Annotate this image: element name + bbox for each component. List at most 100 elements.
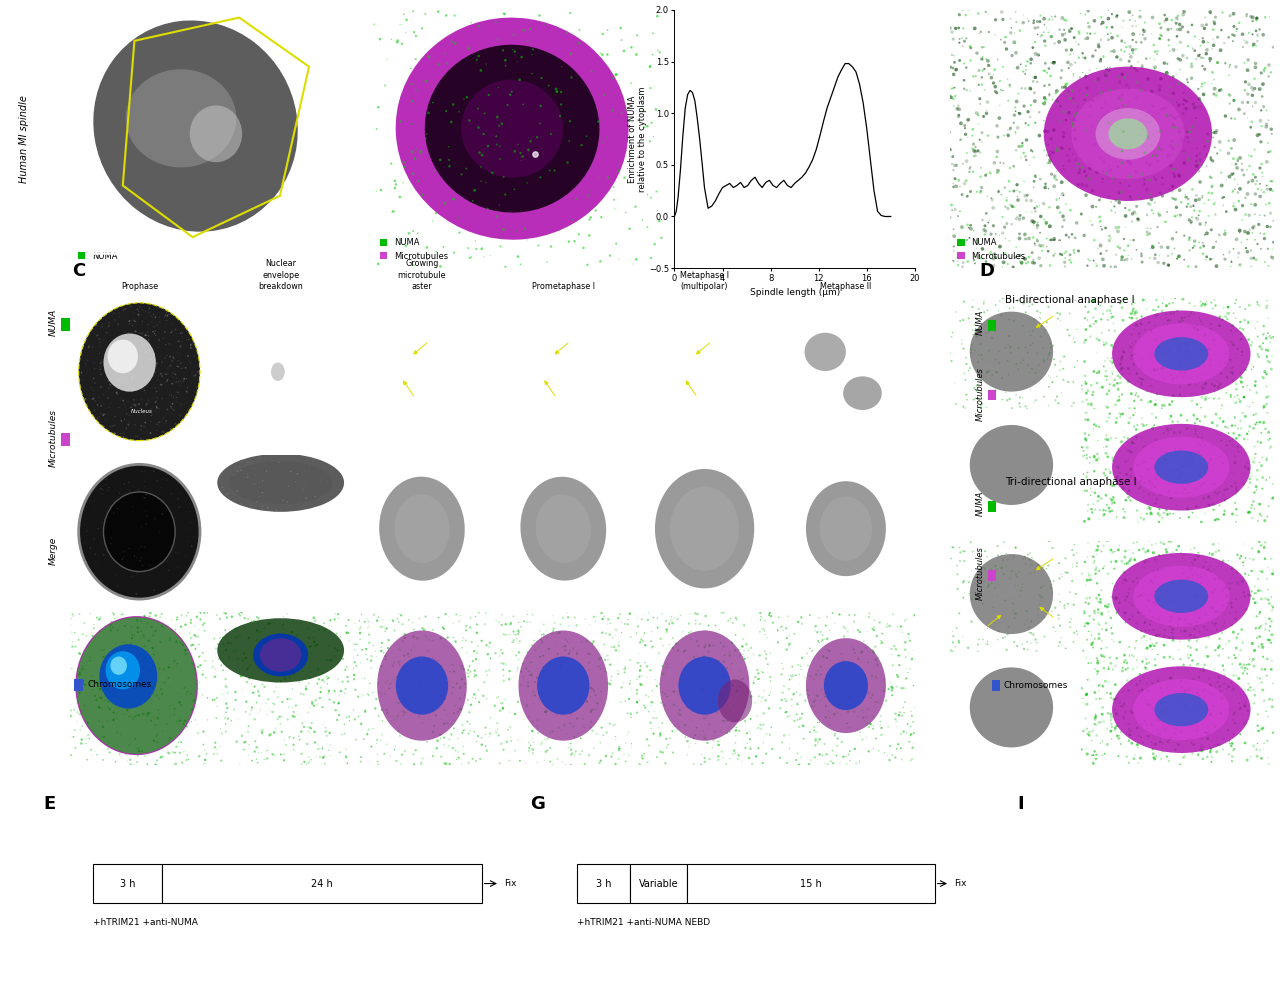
Point <box>1139 533 1160 549</box>
Point <box>1170 430 1190 446</box>
Point <box>316 179 337 195</box>
Point <box>497 384 517 400</box>
Point <box>707 309 727 325</box>
Point <box>1021 459 1042 474</box>
Point <box>164 161 184 177</box>
Point <box>480 635 500 650</box>
Point <box>800 641 820 656</box>
Point <box>987 326 1007 341</box>
Point <box>1115 34 1135 50</box>
Point <box>1160 630 1180 646</box>
Point <box>265 124 285 140</box>
Point <box>93 535 114 551</box>
Point <box>1001 720 1021 736</box>
Point <box>1211 178 1231 194</box>
Point <box>323 13 343 29</box>
Point <box>287 131 307 147</box>
Point <box>219 535 239 551</box>
Point <box>145 433 165 449</box>
Point <box>1055 26 1075 41</box>
Point <box>294 20 315 35</box>
Point <box>320 622 340 638</box>
Point <box>1047 508 1068 523</box>
Point <box>143 72 164 88</box>
Point <box>1233 379 1253 395</box>
Point <box>654 338 675 353</box>
Point <box>148 220 169 236</box>
Point <box>963 423 983 439</box>
Point <box>699 308 719 324</box>
Point <box>237 662 257 678</box>
Point <box>1052 247 1073 263</box>
Point <box>748 740 768 756</box>
Point <box>109 11 129 27</box>
Point <box>986 730 1006 746</box>
Point <box>1171 674 1192 690</box>
Point <box>1249 619 1270 635</box>
Point <box>1219 87 1239 102</box>
Point <box>72 626 92 642</box>
Point <box>70 45 91 61</box>
Point <box>170 338 191 354</box>
Point <box>69 114 90 130</box>
Point <box>278 442 298 458</box>
Point <box>1042 29 1062 44</box>
Point <box>845 331 865 346</box>
Point <box>1005 683 1025 699</box>
Point <box>813 334 833 349</box>
Point <box>721 323 741 338</box>
Point <box>1018 607 1038 623</box>
Point <box>303 421 324 437</box>
Point <box>1076 88 1097 103</box>
Point <box>608 351 628 367</box>
Point <box>236 734 256 750</box>
Point <box>1102 495 1123 511</box>
Point <box>380 676 401 692</box>
Point <box>287 598 307 614</box>
Point <box>193 511 214 526</box>
Point <box>1015 390 1036 405</box>
Point <box>172 7 192 23</box>
Point <box>289 5 310 21</box>
Point <box>1110 175 1130 191</box>
Point <box>641 384 662 400</box>
Point <box>1010 379 1030 395</box>
Point <box>83 682 104 698</box>
Point <box>724 723 745 739</box>
Point <box>1244 501 1265 517</box>
Point <box>307 661 328 677</box>
Point <box>669 703 690 718</box>
Point <box>1174 336 1194 351</box>
Point <box>99 423 119 439</box>
Point <box>970 633 991 648</box>
Point <box>90 611 110 627</box>
Point <box>989 440 1010 456</box>
Point <box>163 238 183 254</box>
Point <box>1006 746 1027 762</box>
Point <box>271 223 292 239</box>
Ellipse shape <box>218 454 344 512</box>
Point <box>749 647 769 663</box>
Point <box>252 677 273 693</box>
Point <box>594 321 614 337</box>
Point <box>1052 686 1073 702</box>
Point <box>777 642 797 657</box>
Point <box>273 162 293 178</box>
Point <box>513 382 534 398</box>
Point <box>1028 319 1048 335</box>
Point <box>1053 380 1074 396</box>
Point <box>462 338 483 354</box>
Point <box>151 194 172 210</box>
Point <box>127 355 147 371</box>
Point <box>954 350 974 366</box>
Point <box>207 215 228 231</box>
Point <box>70 346 91 362</box>
Point <box>1092 88 1112 103</box>
Point <box>750 377 771 393</box>
Point <box>192 56 212 72</box>
Point <box>695 409 716 425</box>
Point <box>1055 746 1075 762</box>
Point <box>1230 257 1251 273</box>
Point <box>1042 346 1062 362</box>
Point <box>1201 603 1221 619</box>
